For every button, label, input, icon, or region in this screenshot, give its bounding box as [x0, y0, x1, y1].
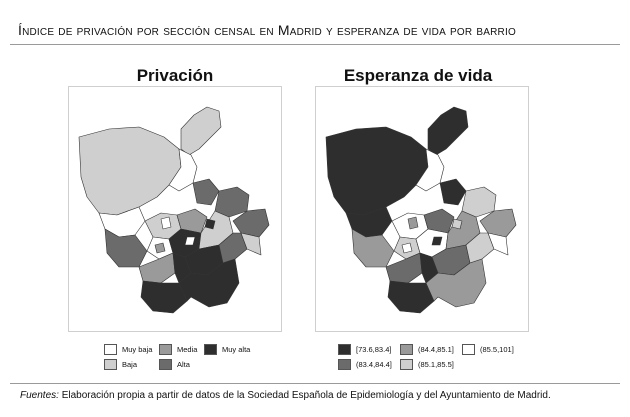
district-villa-vallecas	[178, 258, 240, 308]
district-hortaleza	[168, 148, 198, 192]
district-east-a	[461, 186, 497, 218]
patch-w2	[184, 236, 196, 246]
district-latina	[351, 228, 395, 268]
district-hortaleza	[415, 148, 445, 192]
top-divider	[10, 44, 620, 45]
legend-swatch	[204, 344, 217, 355]
district-fuencarral	[325, 126, 429, 216]
patch-w1	[160, 216, 172, 230]
district-east-a	[214, 186, 250, 218]
legend-label: (85.5,101]	[480, 345, 514, 354]
figure-title: Índice de privación por sección censal e…	[18, 22, 516, 38]
district-ne-hook	[180, 106, 222, 156]
esperanza-map	[315, 86, 529, 332]
district-ne-hook	[427, 106, 469, 156]
legend-label: (85.1,85.5]	[418, 360, 454, 369]
legend-swatch	[338, 344, 351, 355]
privacion-legend: Muy baja Baja Media Alta Muy alta	[104, 344, 274, 374]
source-text: Elaboración propia a partir de datos de …	[58, 390, 551, 401]
patch-g2	[204, 218, 216, 230]
district-barajas	[192, 178, 220, 206]
legend-label: (83.4,84.4]	[356, 360, 392, 369]
esperanza-legend: [73.6,83.4] (83.4,84.4] (84.4,85.1] (85.…	[338, 344, 528, 374]
legend-swatch	[462, 344, 475, 355]
legend-item-muy-alta: Muy alta	[204, 344, 250, 355]
legend-label: (84.4,85.1]	[418, 345, 454, 354]
district-vicalvaro	[240, 232, 262, 256]
district-barajas	[439, 178, 467, 206]
esperanza-map-title: Esperanza de vida	[343, 66, 493, 85]
legend-item-range-4: (85.1,85.5]	[400, 359, 454, 370]
legend-label: [73.6,83.4]	[356, 345, 392, 354]
patch-g1	[154, 242, 166, 254]
source-label: Fuentes:	[20, 390, 59, 401]
district-center-2	[423, 208, 455, 234]
patch-g1	[401, 242, 413, 254]
district-fuencarral	[78, 126, 182, 216]
legend-label: Media	[177, 345, 198, 354]
legend-swatch	[159, 359, 172, 370]
legend-label: Alta	[177, 360, 190, 369]
legend-item-range-1: [73.6,83.4]	[338, 344, 391, 355]
legend-item-range-2: (83.4,84.4]	[338, 359, 392, 370]
legend-label: Baja	[122, 360, 138, 369]
district-villaverde	[140, 280, 188, 314]
source-note: Fuentes: Elaboración propia a partir de …	[20, 390, 551, 401]
legend-swatch	[338, 359, 351, 370]
legend-item-range-5: (85.5,101]	[462, 344, 514, 355]
legend-item-muy-baja: Muy baja	[104, 344, 152, 355]
legend-item-media: Media	[159, 344, 197, 355]
district-villa-vallecas	[425, 258, 487, 308]
legend-swatch	[400, 344, 413, 355]
legend-swatch	[159, 344, 172, 355]
legend-item-baja: Baja	[104, 359, 137, 370]
privacion-map	[68, 86, 282, 332]
district-latina	[104, 228, 148, 268]
legend-label: Muy baja	[122, 345, 153, 354]
patch-g2	[451, 218, 463, 230]
esperanza-map-svg	[325, 106, 517, 314]
privacion-map-title: Privación	[136, 66, 214, 85]
district-vicalvaro	[487, 232, 509, 256]
bottom-divider	[10, 383, 620, 384]
privacion-map-svg	[78, 106, 270, 314]
district-villaverde	[387, 280, 435, 314]
legend-swatch	[104, 359, 117, 370]
legend-item-alta: Alta	[159, 359, 190, 370]
patch-w1	[407, 216, 419, 230]
legend-swatch	[400, 359, 413, 370]
legend-item-range-3: (84.4,85.1]	[400, 344, 454, 355]
legend-swatch	[104, 344, 117, 355]
legend-label: Muy alta	[222, 345, 251, 354]
district-center-2	[176, 208, 208, 234]
patch-w2	[431, 236, 443, 246]
